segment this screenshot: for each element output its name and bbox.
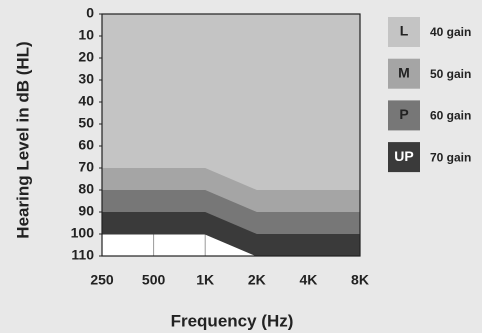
band-fill: [102, 190, 360, 234]
legend-key: M: [398, 64, 410, 80]
y-tick-label: 30: [78, 71, 94, 87]
plot-frame: [101, 13, 361, 257]
band-fill: [102, 212, 360, 256]
band-fill: [102, 14, 360, 190]
legend-swatch: [388, 100, 420, 131]
x-tick-label: 250: [90, 272, 114, 288]
x-axis-title: Frequency (Hz): [171, 311, 294, 330]
y-tick-label: 80: [78, 181, 94, 197]
y-axis-title: Hearing Level in dB (HL): [13, 41, 32, 238]
y-tick-label: 110: [71, 247, 94, 263]
x-tick-label: 8K: [351, 272, 369, 288]
x-tick-label: 1K: [196, 272, 214, 288]
legend-swatch: [388, 17, 420, 47]
x-tick-label: 2K: [248, 272, 266, 288]
y-tick-label: 60: [78, 137, 94, 153]
y-tick-label: 0: [86, 5, 94, 21]
y-tick-label: 50: [78, 115, 94, 131]
y-tick-label: 20: [78, 49, 94, 65]
legend-label: 60 gain: [430, 109, 471, 123]
y-tick-label: 100: [71, 225, 95, 241]
y-tick-label: 40: [78, 93, 94, 109]
legend-label: 50 gain: [430, 67, 471, 81]
y-tick-label: 10: [78, 27, 94, 43]
legend-label: 40 gain: [430, 25, 471, 39]
y-tick-label: 70: [78, 159, 94, 175]
legend-label: 70 gain: [430, 150, 471, 164]
y-tick-label: 90: [78, 203, 94, 219]
legend-key: UP: [394, 148, 413, 164]
legend-key: P: [399, 106, 408, 122]
x-tick-label: 500: [142, 272, 166, 288]
legend-swatch: [388, 142, 420, 173]
band-fill: [102, 168, 360, 212]
legend-key: L: [400, 23, 409, 39]
legend-swatch: [388, 58, 420, 89]
x-tick-label: 4K: [299, 272, 317, 288]
